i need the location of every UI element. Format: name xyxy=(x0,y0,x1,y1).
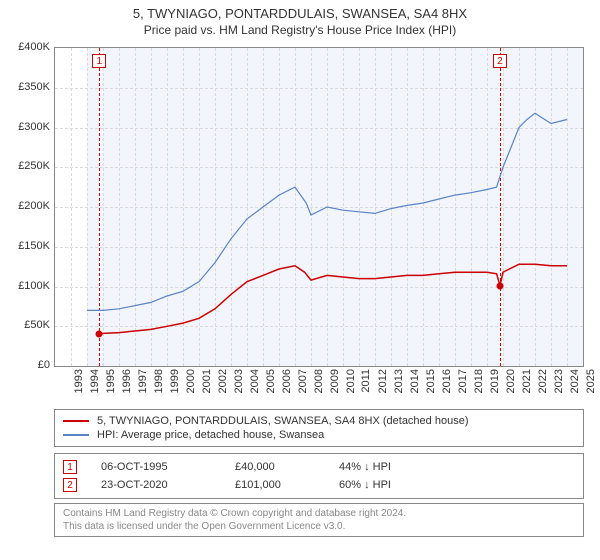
chart-title-line2: Price paid vs. HM Land Registry's House … xyxy=(10,23,590,37)
chart-title-line1: 5, TWYNIAGO, PONTARDDULAIS, SWANSEA, SA4… xyxy=(10,6,590,21)
sale-date: 06-OCT-1995 xyxy=(101,461,211,473)
note-line-2: This data is licensed under the Open Gov… xyxy=(63,520,575,533)
legend-label: 5, TWYNIAGO, PONTARDDULAIS, SWANSEA, SA4… xyxy=(97,415,468,427)
x-tick-label: 2025 xyxy=(585,369,600,393)
sale-index-box: 1 xyxy=(63,460,77,474)
sale-pct-vs-hpi: 44% ↓ HPI xyxy=(339,461,439,473)
y-tick-label: £250K xyxy=(18,160,50,172)
y-tick-label: £200K xyxy=(18,200,50,212)
legend-box: 5, TWYNIAGO, PONTARDDULAIS, SWANSEA, SA4… xyxy=(54,409,584,447)
chart-area: 12 £0 £50K £100K £150K £200K £250K £300K £350K £… xyxy=(10,43,590,403)
sale-index-box: 2 xyxy=(63,478,77,492)
y-tick-label: £100K xyxy=(18,280,50,292)
series-price_paid xyxy=(99,264,567,334)
legend-swatch xyxy=(63,434,89,436)
sale-point xyxy=(496,282,503,289)
note-line-1: Contains HM Land Registry data © Crown c… xyxy=(63,507,575,520)
y-tick-label: £350K xyxy=(18,81,50,93)
chart-lines xyxy=(55,48,583,366)
sales-table: 1 06-OCT-1995 £40,000 44% ↓ HPI 2 23-OCT-2020… xyxy=(54,453,584,499)
sale-point xyxy=(96,331,103,338)
sale-date: 23-OCT-2020 xyxy=(101,479,211,491)
sales-table-row: 1 06-OCT-1995 £40,000 44% ↓ HPI xyxy=(63,458,575,476)
sales-table-row: 2 23-OCT-2020 £101,000 60% ↓ HPI xyxy=(63,476,575,494)
sale-pct-vs-hpi: 60% ↓ HPI xyxy=(339,479,439,491)
footer-notes: Contains HM Land Registry data © Crown c… xyxy=(54,503,584,537)
sale-price: £40,000 xyxy=(235,461,315,473)
y-tick-label: £400K xyxy=(18,41,50,53)
y-tick-label: £0 xyxy=(38,359,50,371)
chart-container: 5, TWYNIAGO, PONTARDDULAIS, SWANSEA, SA4… xyxy=(0,0,600,560)
series-hpi xyxy=(87,113,567,310)
legend-item: HPI: Average price, detached house, Swan… xyxy=(63,428,575,442)
legend-item: 5, TWYNIAGO, PONTARDDULAIS, SWANSEA, SA4… xyxy=(63,414,575,428)
y-tick-label: £300K xyxy=(18,121,50,133)
legend-label: HPI: Average price, detached house, Swan… xyxy=(97,429,324,441)
plot-region: 12 xyxy=(54,47,584,367)
legend-swatch xyxy=(63,420,89,422)
y-tick-label: £50K xyxy=(24,319,50,331)
sale-price: £101,000 xyxy=(235,479,315,491)
y-tick-label: £150K xyxy=(18,240,50,252)
